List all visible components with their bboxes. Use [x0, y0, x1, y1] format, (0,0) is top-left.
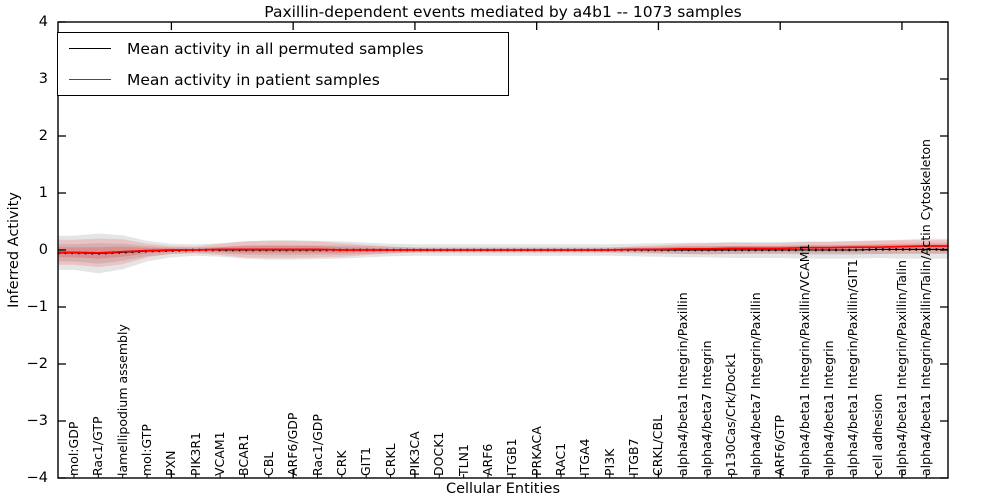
x-tick-label: CRK — [333, 450, 349, 476]
legend: Mean activity in all permuted samples Me… — [57, 32, 509, 96]
x-tick-label: alpha4/beta7 Integrin — [699, 340, 715, 476]
x-tick-label: ARF6/GTP — [772, 414, 788, 476]
x-tick-label: PRKACA — [528, 426, 544, 476]
x-tick-label: alpha4/beta1 Integrin/Paxillin/Talin — [893, 260, 909, 476]
x-tick-label: alpha4/beta7 Integrin/Paxillin — [747, 292, 763, 476]
y-tick-label: −4 — [26, 470, 48, 486]
x-tick-label: Rac1/GTP — [90, 416, 106, 476]
x-tick-label: CRKL — [382, 443, 398, 476]
x-tick-label: lamellipodium assembly — [114, 324, 130, 476]
y-tick-label: 2 — [38, 128, 48, 144]
x-tick-label: CBL — [260, 451, 276, 476]
x-tick-label: ITGB1 — [504, 438, 520, 476]
x-tick-label: VCAM1 — [212, 431, 228, 476]
x-tick-label: BCAR1 — [236, 433, 252, 476]
black-line-sample-icon — [69, 48, 111, 49]
red-line-sample-icon — [69, 79, 111, 80]
x-tick-label: alpha4/beta1 Integrin/Paxillin/Talin/Act… — [918, 139, 934, 476]
x-tick-label: PIK3CA — [406, 431, 422, 476]
x-tick-label: PIK3R1 — [187, 431, 203, 476]
x-tick-label: Rac1/GDP — [309, 414, 325, 476]
y-tick-label: −3 — [26, 413, 48, 429]
legend-entry-patient: Mean activity in patient samples — [58, 64, 508, 95]
legend-entry-permuted: Mean activity in all permuted samples — [58, 33, 508, 64]
legend-label-permuted: Mean activity in all permuted samples — [127, 39, 424, 58]
x-tick-label: GIT1 — [358, 447, 374, 476]
x-tick-label: ITGB7 — [626, 438, 642, 476]
x-tick-label: cell adhesion — [869, 393, 885, 476]
x-tick-label: alpha4/beta1 Integrin — [820, 340, 836, 476]
chart-title: Paxillin-dependent events mediated by a4… — [264, 3, 742, 21]
x-tick-label: DOCK1 — [431, 431, 447, 476]
y-tick-label: −2 — [26, 356, 48, 372]
x-tick-label: CRKL/CBL — [650, 414, 666, 476]
legend-label-patient: Mean activity in patient samples — [127, 70, 380, 89]
x-tick-label: alpha4/beta1 Integrin/Paxillin/VCAM1 — [796, 243, 812, 476]
x-tick-label: PI3K — [601, 448, 617, 476]
x-tick-label: p130Cas/Crk/Dock1 — [723, 352, 739, 476]
x-axis-label: Cellular Entities — [445, 481, 561, 497]
x-tick-label: ARF6/GDP — [285, 412, 301, 476]
x-tick-label: RAC1 — [553, 442, 569, 476]
x-tick-label: mol:GTP — [139, 424, 155, 476]
x-tick-label: TLN1 — [455, 444, 471, 476]
x-tick-label: alpha4/beta1 Integrin/Paxillin — [674, 292, 690, 476]
y-tick-label: 1 — [38, 185, 48, 201]
y-tick-label: 0 — [38, 242, 48, 258]
y-tick-label: 3 — [38, 71, 48, 87]
x-tick-label: ARF6 — [479, 443, 495, 476]
x-tick-label: mol:GDP — [66, 421, 81, 476]
x-tick-label: ITGA4 — [577, 438, 593, 476]
x-tick-label: alpha4/beta1 Integrin/Paxillin/GIT1 — [845, 259, 861, 476]
x-tick-label: PXN — [163, 450, 179, 476]
y-tick-label: −1 — [26, 299, 48, 315]
y-tick-label: 4 — [38, 14, 48, 30]
